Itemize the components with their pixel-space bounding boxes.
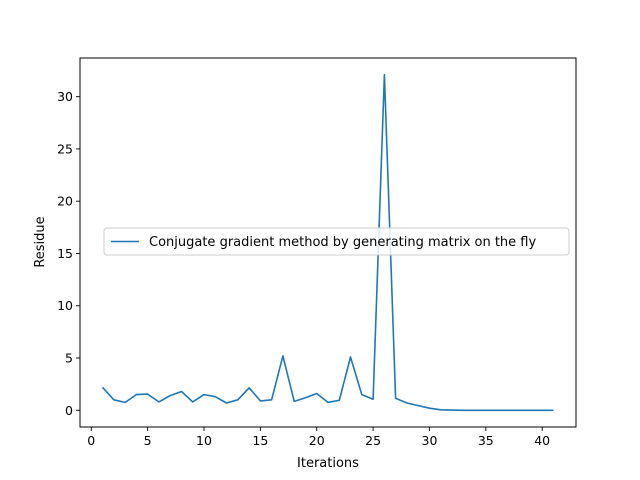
x-axis-label: Iterations xyxy=(297,456,359,471)
legend: Conjugate gradient method by generating … xyxy=(103,227,570,256)
y-axis-ticks: 0 5 10 15 20 25 30 xyxy=(57,89,80,418)
legend-box xyxy=(103,227,570,256)
y-tick-label: 15 xyxy=(57,246,73,261)
x-tick-label: 0 xyxy=(87,433,95,448)
x-tick-label: 30 xyxy=(422,433,438,448)
plot-lines xyxy=(101,73,554,412)
x-tick-label: 10 xyxy=(196,433,212,448)
y-tick-label: 30 xyxy=(57,89,73,104)
y-tick-label: 10 xyxy=(57,298,73,313)
legend-entry: Conjugate gradient method by generating … xyxy=(149,235,536,250)
x-tick-label: 35 xyxy=(478,433,494,448)
x-tick-label: 15 xyxy=(252,433,268,448)
x-axis-ticks: 0 5 10 15 20 25 30 35 40 xyxy=(87,427,550,448)
y-tick-label: 25 xyxy=(57,141,73,156)
y-axis-label: Residue xyxy=(33,216,48,267)
x-tick-label: 25 xyxy=(365,433,381,448)
y-tick-label: 5 xyxy=(65,351,73,366)
y-tick-label: 0 xyxy=(65,403,73,418)
x-tick-label: 40 xyxy=(534,433,550,448)
plot-frame xyxy=(79,57,577,428)
series-line-0 xyxy=(101,73,554,412)
x-tick-label: 20 xyxy=(309,433,325,448)
x-tick-label: 5 xyxy=(144,433,152,448)
y-tick-label: 20 xyxy=(57,194,73,209)
